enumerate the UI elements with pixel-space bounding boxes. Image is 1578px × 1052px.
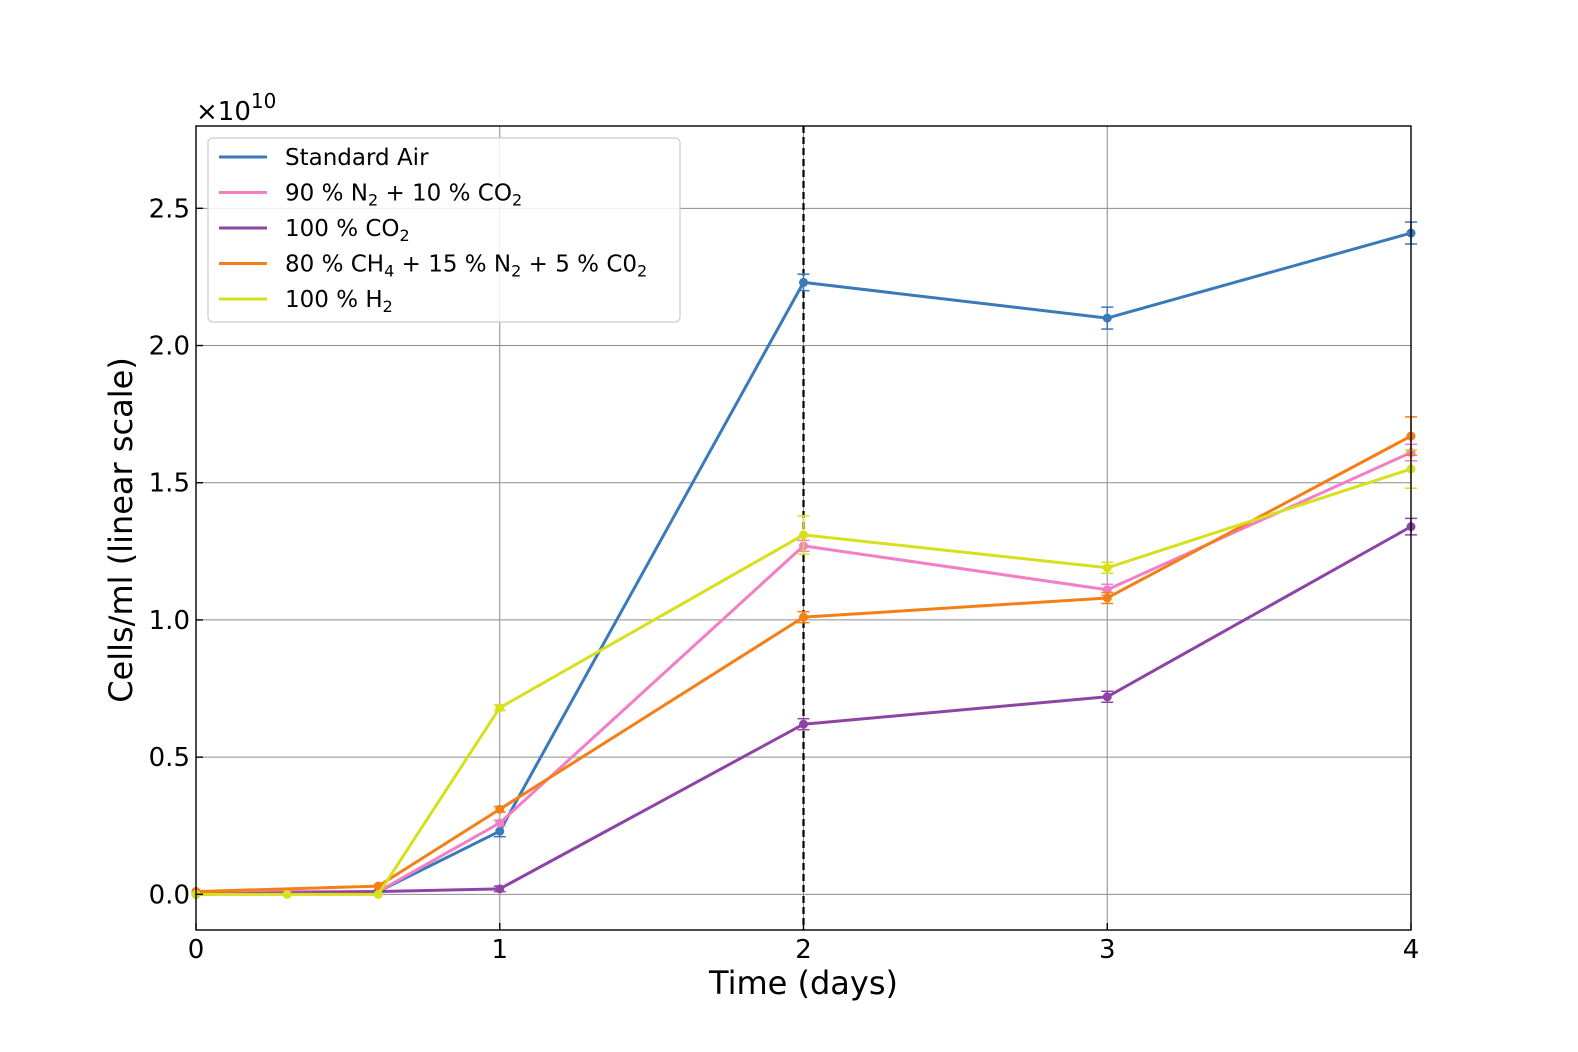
- legend-label: 80 % CH4 + 15 % N2 + 5 % C02: [285, 252, 647, 281]
- series-line: [195, 434, 1412, 894]
- axis-ticks: 0 1 2 3 4 0.0 0.5 1.0 1.5 2.0 2.5: [149, 194, 1420, 965]
- data-point: [799, 719, 808, 729]
- x-tick-label: 3: [1099, 935, 1116, 965]
- legend-entry-5: 100 % H2: [219, 287, 393, 316]
- y-axis-multiplier: ×1010: [196, 89, 276, 127]
- y-tick-label: 2.0: [149, 332, 190, 362]
- y-tick-label: 0.0: [149, 880, 190, 910]
- x-axis-label: Time (days): [708, 964, 898, 1002]
- legend-entry-3: 100 % CO2: [219, 216, 410, 245]
- legend-label: 90 % N2 + 10 % CO2: [285, 181, 522, 210]
- legend-label: 100 % CO2: [285, 216, 410, 245]
- x-tick-label: 1: [491, 935, 508, 965]
- legend: Standard Air 90 % N2 + 10 % CO2 100 % CO2 8…: [207, 137, 681, 323]
- legend-entry-1: Standard Air: [219, 145, 429, 171]
- legend-label: 100 % H2: [285, 287, 393, 316]
- series-layer: [191, 221, 1417, 899]
- x-tick-label: 4: [1403, 935, 1420, 965]
- data-point: [1102, 593, 1112, 603]
- data-point: [1102, 563, 1112, 573]
- data-point: [495, 818, 505, 828]
- data-point: [1102, 692, 1112, 702]
- y-axis-label: Cells/ml (linear scale): [102, 357, 140, 703]
- data-point: [495, 703, 505, 713]
- data-point: [495, 804, 505, 814]
- y-tick-label: 0.5: [149, 743, 190, 773]
- y-tick-label: 1.0: [149, 606, 190, 636]
- data-point: [799, 277, 808, 287]
- legend-label: Standard Air: [285, 145, 429, 171]
- series-4: [191, 416, 1417, 897]
- data-point: [282, 889, 292, 899]
- legend-box: [207, 137, 681, 323]
- data-point: [1102, 313, 1112, 323]
- x-tick-label: 2: [795, 935, 812, 965]
- y-tick-label: 2.5: [149, 194, 190, 224]
- data-point: [799, 530, 808, 540]
- legend-entry-2: 90 % N2 + 10 % CO2: [219, 181, 522, 210]
- data-point: [495, 826, 505, 836]
- y-tick-label: 1.5: [149, 469, 190, 499]
- data-point: [799, 612, 808, 622]
- legend-entry-4: 80 % CH4 + 15 % N2 + 5 % C02: [219, 252, 647, 281]
- data-point: [495, 884, 505, 894]
- series-5: [191, 449, 1417, 899]
- x-tick-label: 0: [188, 935, 205, 965]
- series-line: [195, 525, 1412, 896]
- data-point: [373, 889, 383, 899]
